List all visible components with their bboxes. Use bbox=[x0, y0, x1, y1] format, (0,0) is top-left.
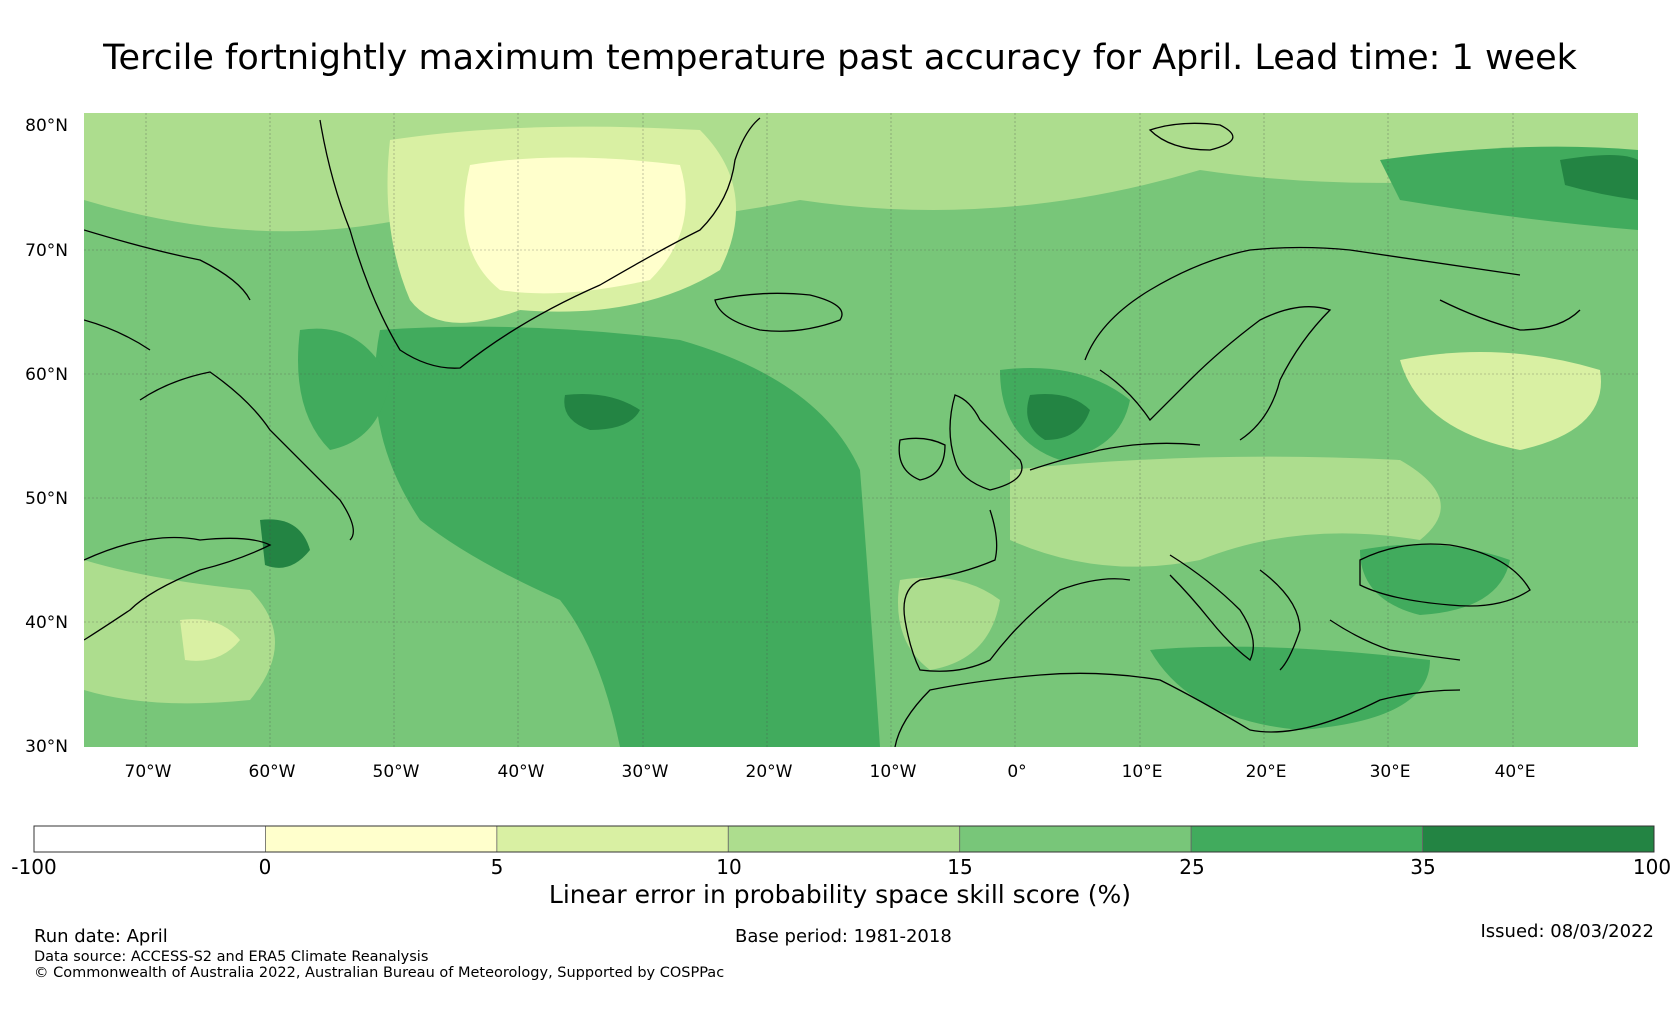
region-barents-core bbox=[1560, 155, 1638, 200]
region-northsea-core bbox=[1027, 394, 1090, 440]
lon-labels: 70°W 60°W 50°W 40°W 30°W 20°W 10°W 0° 10… bbox=[125, 762, 1536, 782]
coast-baffin bbox=[84, 229, 251, 351]
colorbar-title: Linear error in probability space skill … bbox=[548, 880, 1132, 909]
coast-iceland bbox=[714, 292, 843, 332]
coast-italy bbox=[1169, 554, 1254, 661]
colorbar-segment bbox=[1190, 825, 1423, 853]
lat-labels: 80°N 70°N 60°N 50°N 40°N 30°N bbox=[25, 116, 68, 757]
colorbar-tick: -100 bbox=[11, 855, 56, 879]
region-atlantic-core bbox=[564, 394, 640, 430]
coast-balkans-greece bbox=[1259, 569, 1461, 671]
region-russia-light bbox=[1400, 352, 1601, 450]
lon-label: 30°W bbox=[622, 762, 669, 782]
base-period: Base period: 1981-2018 bbox=[735, 926, 952, 947]
colorbar-tick: 25 bbox=[1179, 855, 1204, 879]
lon-label: 60°W bbox=[249, 762, 296, 782]
lat-label: 30°N bbox=[25, 737, 68, 757]
colorbar bbox=[33, 825, 1655, 853]
region-labrador bbox=[298, 328, 390, 450]
region-iberia bbox=[898, 577, 1000, 670]
lon-label: 20°W bbox=[746, 762, 793, 782]
lon-label: 20°E bbox=[1246, 762, 1287, 782]
coast-nova-scotia bbox=[84, 536, 272, 641]
colorbar-tick: 35 bbox=[1410, 855, 1435, 879]
lon-label: 40°W bbox=[498, 762, 545, 782]
colorbar-segment bbox=[265, 825, 498, 853]
colorbar-tick: 5 bbox=[491, 855, 504, 879]
colorbar-tick: 0 bbox=[259, 855, 272, 879]
lat-label: 40°N bbox=[25, 613, 68, 633]
lat-label: 80°N bbox=[25, 116, 68, 136]
lon-label: 70°W bbox=[125, 762, 172, 782]
region-newfoundland bbox=[260, 519, 310, 568]
colorbar-segment bbox=[1422, 825, 1655, 853]
lon-label: 10°E bbox=[1122, 762, 1163, 782]
coast-north-africa bbox=[894, 672, 1461, 747]
colorbar-tick-labels: -100 0 5 10 15 25 35 100 bbox=[11, 855, 1671, 879]
graticule bbox=[84, 113, 1638, 747]
issued-date: Issued: 08/03/2022 bbox=[1480, 921, 1654, 942]
coast-greenland bbox=[319, 117, 761, 369]
region-namerica-patch bbox=[180, 619, 240, 661]
skill-map bbox=[84, 113, 1638, 747]
coast-europe-west bbox=[903, 442, 1201, 672]
colorbar-segment bbox=[496, 825, 729, 853]
region-atlantic-dark bbox=[375, 326, 880, 747]
lat-label: 60°N bbox=[25, 365, 68, 385]
data-source: Data source: ACCESS-S2 and ERA5 Climate … bbox=[34, 949, 429, 965]
coast-scandinavia bbox=[1084, 246, 1521, 441]
lon-label: 50°W bbox=[373, 762, 420, 782]
lat-label: 70°N bbox=[25, 241, 68, 261]
coast-labrador bbox=[139, 371, 354, 541]
colorbar-border bbox=[33, 825, 1655, 853]
region-europe-light bbox=[1010, 456, 1441, 567]
lon-label: 40°E bbox=[1495, 762, 1536, 782]
colorbar-segment bbox=[727, 825, 961, 853]
colorbar-segment bbox=[959, 825, 1192, 853]
coast-ireland bbox=[898, 437, 946, 481]
lat-label: 50°N bbox=[25, 489, 68, 509]
copyright: © Commonwealth of Australia 2022, Austra… bbox=[34, 965, 725, 981]
colorbar-segment bbox=[33, 825, 266, 853]
lon-label: 30°E bbox=[1370, 762, 1411, 782]
coastlines bbox=[84, 117, 1581, 747]
region-greenland-inner bbox=[464, 157, 686, 294]
coast-svalbard bbox=[1148, 122, 1234, 151]
skill-regions bbox=[84, 113, 1638, 747]
coast-black-sea bbox=[1359, 543, 1531, 607]
map-title: Tercile fortnightly maximum temperature … bbox=[103, 38, 1577, 78]
coast-white-sea bbox=[1439, 299, 1581, 331]
lon-label: 0° bbox=[1007, 762, 1026, 782]
colorbar-tick: 10 bbox=[716, 855, 741, 879]
lon-label: 10°W bbox=[870, 762, 917, 782]
coast-britain bbox=[949, 394, 1023, 491]
region-namerica-light bbox=[84, 560, 275, 704]
colorbar-tick: 15 bbox=[947, 855, 972, 879]
colorbar-tick: 100 bbox=[1633, 855, 1671, 879]
run-date: Run date: April bbox=[34, 926, 168, 947]
